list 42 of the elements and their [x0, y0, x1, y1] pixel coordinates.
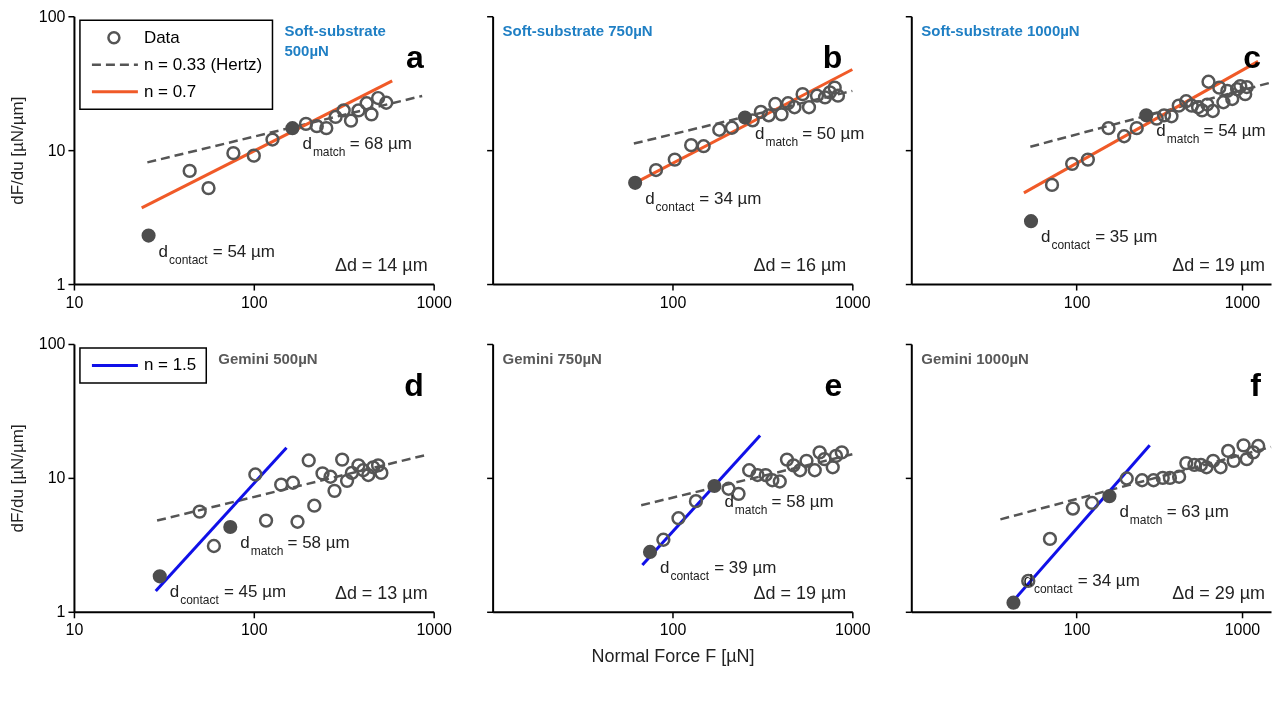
x-tick-label: 1000 — [835, 293, 871, 311]
x-axis-title: Normal Force F [µN] — [591, 646, 755, 667]
y-tick-label: 1 — [56, 603, 66, 621]
legend-label: n = 0.7 — [143, 81, 197, 101]
x-tick-label: 1000 — [1224, 621, 1261, 639]
x-tick-label: 100 — [659, 621, 687, 639]
legend-label: n = 0.33 (Hertz) — [143, 54, 263, 74]
x-tick-label: 1000 — [416, 621, 453, 639]
annotation: Δd = 13 µm — [334, 582, 428, 603]
annotation: a — [405, 39, 424, 76]
x-tick-label: 100 — [1063, 293, 1091, 311]
x-tick-label: 100 — [1063, 621, 1091, 639]
annotation: b — [822, 39, 843, 76]
chart-title: Gemini 1000µN — [921, 349, 1029, 367]
x-tick-label: 1000 — [1224, 293, 1261, 311]
y-tick-label: 1 — [56, 275, 66, 293]
annotation: e — [824, 366, 843, 403]
y-tick-label: 10 — [47, 469, 66, 487]
legend-label: n = 1.5 — [143, 355, 197, 375]
text: Soft-substrate 500µN — [284, 22, 386, 60]
chart-title: Gemini 500µN — [218, 349, 318, 367]
chart-title: Soft-substrate 750µN — [502, 22, 653, 40]
chart-title: Soft-substrate 1000µN — [921, 22, 1080, 40]
x-tick-label: 100 — [659, 293, 687, 311]
y-axis-title: dF/du [µN/µm] — [7, 424, 27, 533]
legend-label: Data — [143, 27, 181, 47]
x-tick-label: 100 — [240, 621, 268, 639]
annotation: f — [1250, 366, 1262, 403]
annotation: Δd = 14 µm — [334, 255, 428, 276]
chart-title: Gemini 750µN — [502, 349, 602, 367]
y-axis-title: dF/du [µN/µm] — [7, 96, 27, 205]
y-tick-label: 100 — [38, 335, 66, 353]
annotation: d — [404, 366, 424, 403]
annotation: Δd = 19 µm — [1172, 255, 1266, 276]
annotation: Δd = 16 µm — [753, 255, 847, 276]
x-tick-label: 1000 — [416, 293, 453, 311]
y-tick-label: 100 — [38, 7, 66, 25]
annotation: Δd = 29 µm — [1172, 582, 1266, 603]
y-tick-label: 10 — [47, 141, 66, 159]
annotation: Δd = 19 µm — [753, 582, 847, 603]
x-tick-label: 100 — [240, 293, 268, 311]
x-tick-label: 1000 — [835, 621, 871, 639]
